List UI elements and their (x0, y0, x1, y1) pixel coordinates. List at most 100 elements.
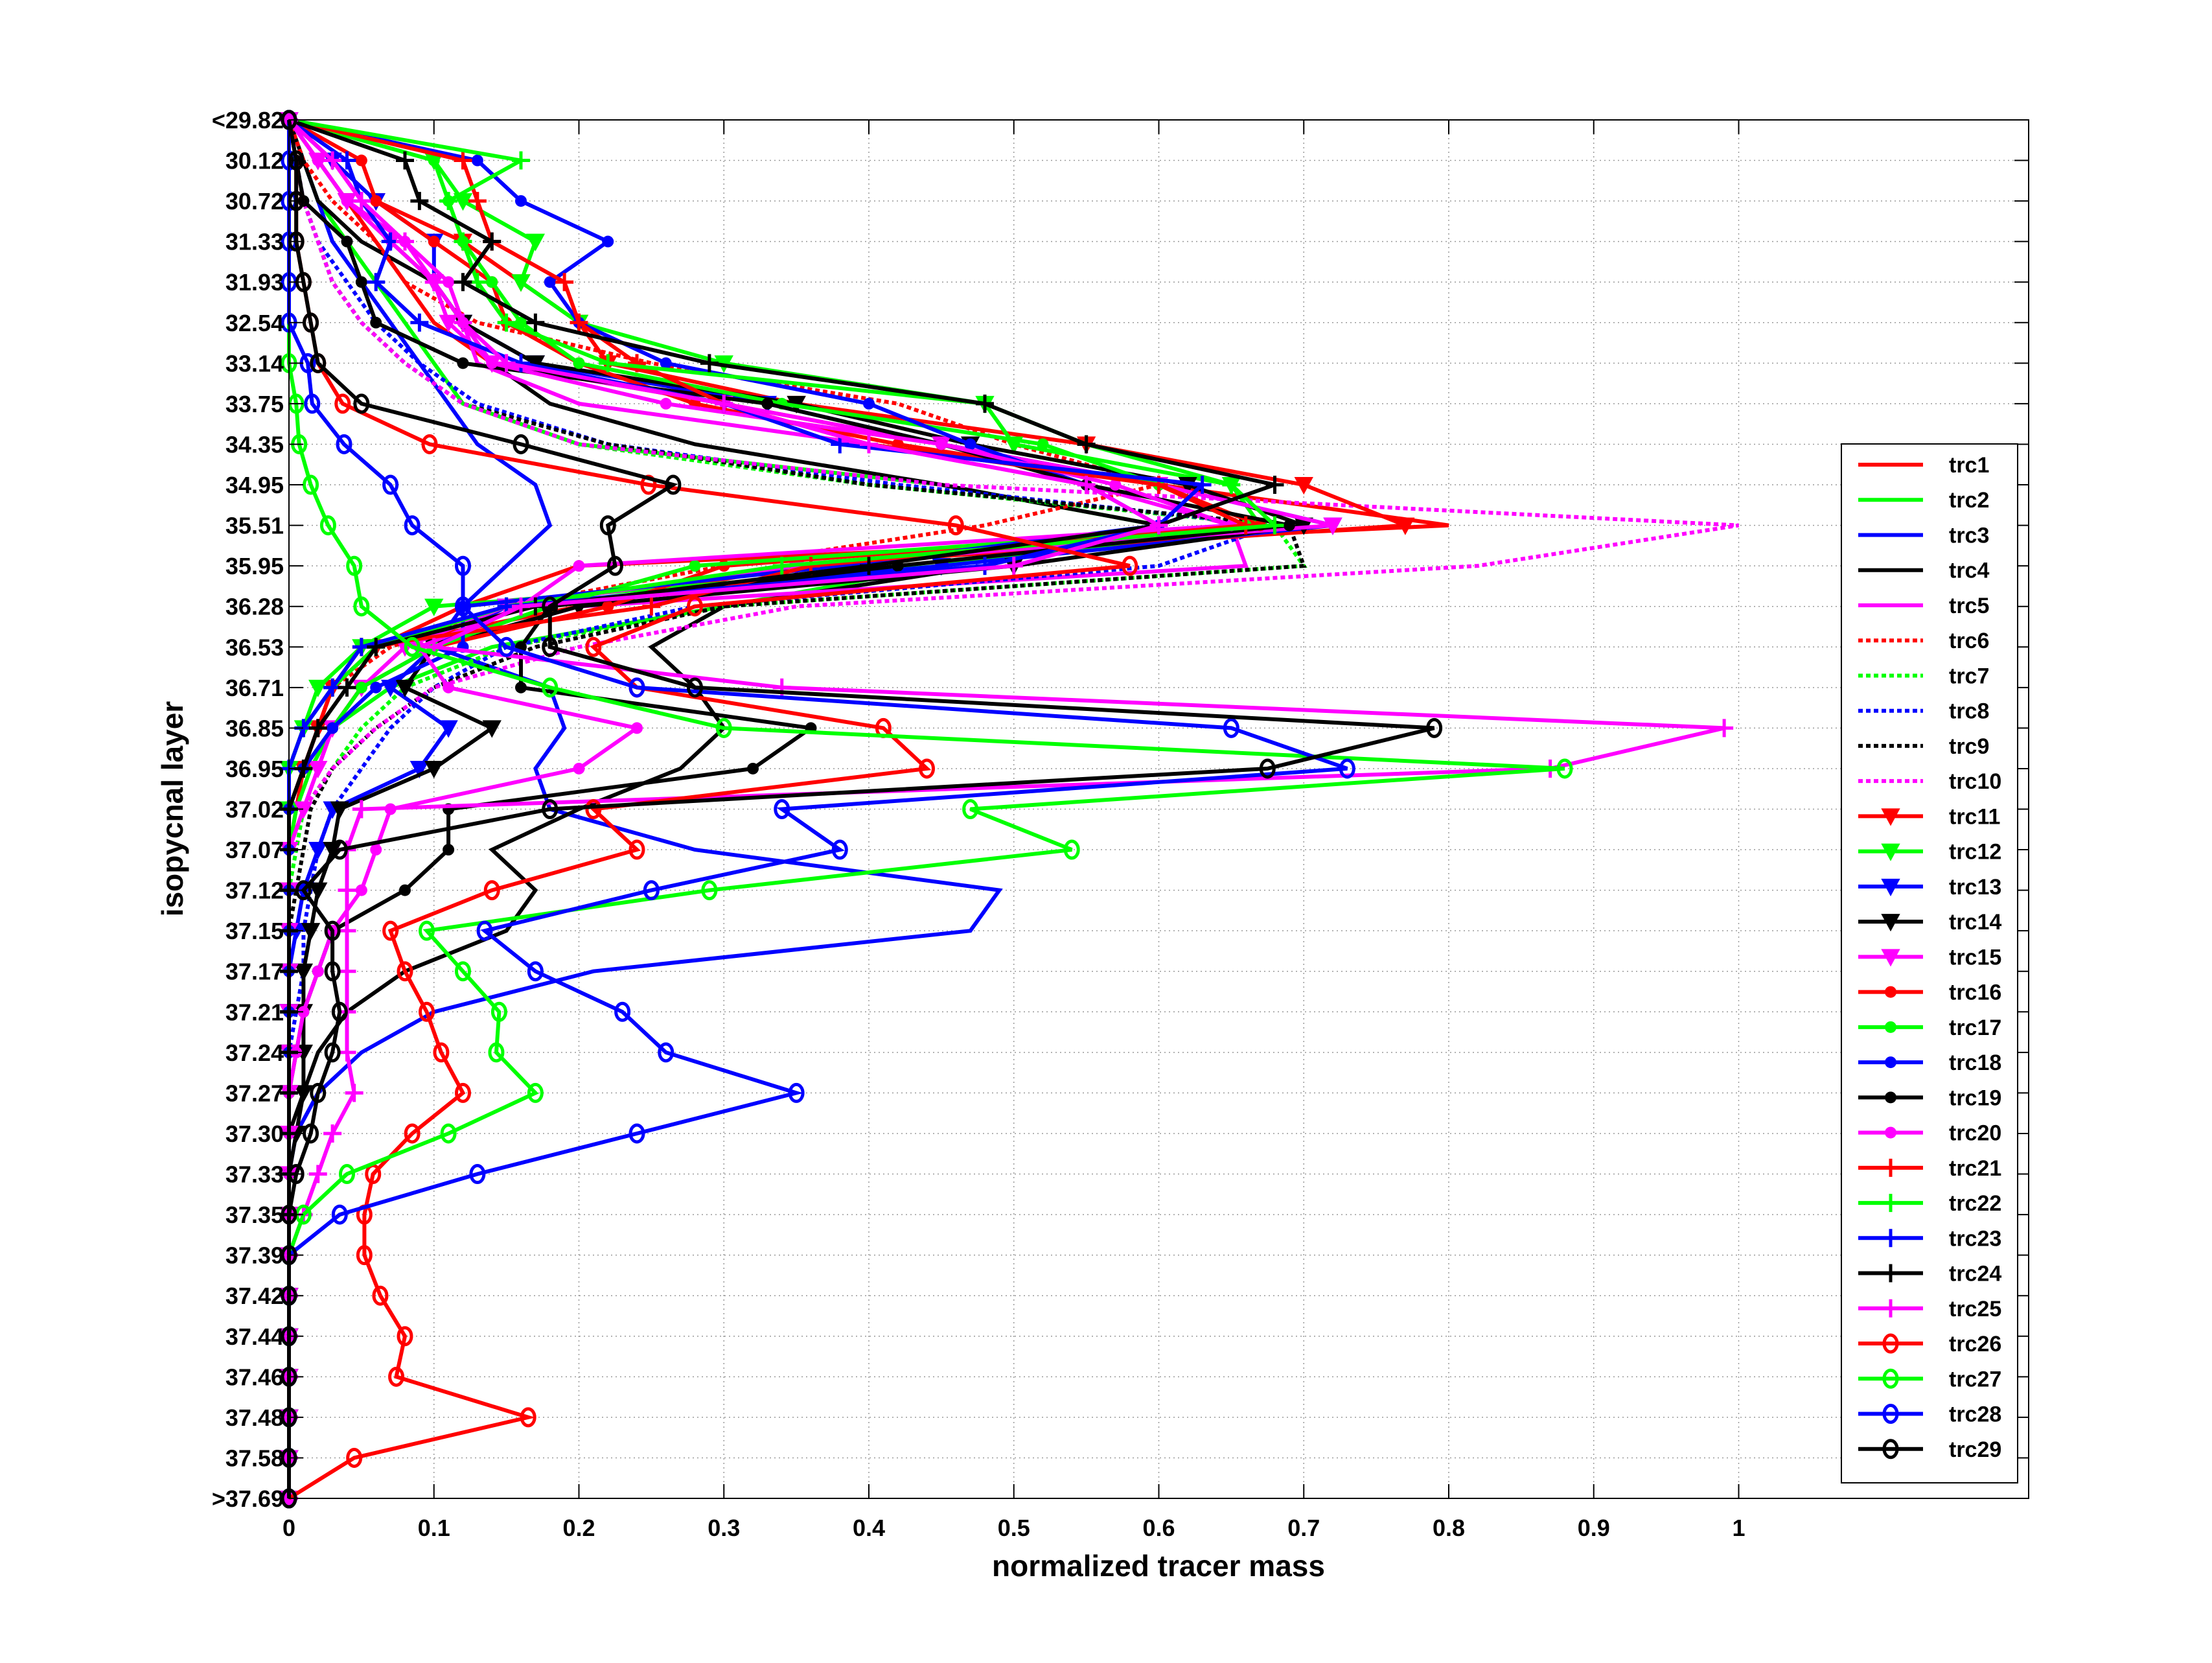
legend-entry: trc9 (1858, 734, 1989, 759)
data-point-trc28 (1223, 717, 1239, 738)
data-point-trc26 (356, 1245, 373, 1266)
legend: trc1 trc2 trc3 trc4 trc5 trc6 trc7 trc8 trc9 trc1… (1841, 443, 2018, 1483)
data-point-trc29 (606, 555, 623, 576)
data-point-trc25 (1077, 476, 1096, 494)
data-point-trc11 (1294, 477, 1313, 495)
data-point-trc26 (455, 1082, 471, 1103)
data-point-trc26 (419, 1001, 435, 1022)
data-point-trc28 (331, 1204, 348, 1225)
data-point-trc19 (443, 844, 455, 856)
data-point-trc22 (497, 313, 516, 332)
legend-marker-trc20 (1885, 1126, 1896, 1139)
data-point-trc29 (542, 799, 559, 819)
data-point-trc20 (312, 154, 324, 167)
legend-entry: trc10 (1858, 769, 2001, 794)
data-point-trc25 (860, 435, 878, 454)
data-point-trc27 (490, 1001, 507, 1022)
data-point-trc18 (602, 235, 614, 248)
data-point-trc24 (1077, 435, 1096, 454)
legend-entry: trc8 (1858, 699, 1989, 724)
data-point-trc29 (331, 839, 348, 860)
data-point-trc28 (455, 596, 471, 617)
data-point-trc29 (353, 393, 370, 414)
data-point-trc26 (404, 1123, 421, 1144)
legend-label: trc2 (1949, 488, 1989, 513)
data-point-trc29 (542, 636, 559, 657)
y-axis-label: isopycnal layer (156, 701, 189, 916)
data-point-trc18 (863, 397, 875, 410)
data-point-trc28 (304, 393, 321, 414)
legend-label: trc22 (1949, 1191, 2001, 1216)
y-tick-label: 37.21 (225, 999, 284, 1025)
y-tick-label: 33.14 (225, 350, 284, 377)
data-point-trc27 (715, 717, 732, 738)
data-point-trc26 (382, 920, 399, 941)
data-point-trc13 (439, 720, 458, 738)
legend-label: trc5 (1949, 594, 1989, 618)
x-tick-label: 1 (1732, 1515, 1745, 1541)
legend-entry: trc28 (1858, 1402, 2001, 1427)
data-point-trc29 (331, 1001, 348, 1022)
legend-marker-trc12 (1881, 843, 1900, 861)
y-tick-label: 32.54 (225, 310, 284, 336)
legend-marker-trc28 (1882, 1404, 1899, 1425)
legend-entry: trc5 (1858, 594, 1989, 618)
data-point-trc27 (1556, 758, 1573, 779)
data-point-trc29 (303, 312, 319, 333)
data-point-trc25 (352, 192, 371, 211)
data-point-trc21 (628, 354, 646, 373)
legend-marker-trc27 (1882, 1368, 1899, 1389)
data-point-trc27 (1063, 839, 1080, 860)
data-point-trc22 (512, 151, 530, 170)
x-tick-label: 0.6 (1142, 1515, 1175, 1541)
data-point-trc25 (338, 881, 356, 900)
data-point-trc28 (628, 677, 645, 698)
data-point-trc17 (355, 681, 367, 693)
legend-label: trc11 (1949, 804, 2000, 829)
data-point-trc22 (599, 354, 617, 373)
y-tick-label: 36.53 (225, 634, 284, 660)
data-point-trc16 (370, 195, 382, 207)
data-point-trc19 (399, 884, 411, 896)
data-point-trc27 (962, 799, 979, 819)
legend-entry: trc29 (1858, 1437, 2001, 1462)
x-tick-label: 0.1 (418, 1515, 450, 1541)
legend-label: trc8 (1949, 699, 1989, 724)
legend-label: trc20 (1949, 1121, 2001, 1146)
data-point-trc21 (454, 151, 472, 170)
data-point-trc25 (345, 1084, 363, 1102)
data-point-trc25 (338, 962, 356, 981)
y-tick-label: 34.35 (225, 431, 284, 458)
data-point-trc22 (454, 232, 472, 251)
y-tick-label: <29.82 (212, 107, 284, 134)
data-point-trc26 (346, 1447, 363, 1468)
legend-entry: trc20 (1858, 1121, 2001, 1146)
data-point-trc28 (774, 799, 790, 819)
data-point-trc14 (301, 923, 321, 941)
data-point-trc29 (303, 1123, 319, 1144)
legend-entry: trc7 (1858, 664, 1989, 688)
data-point-trc29 (310, 1082, 327, 1103)
data-point-trc15 (308, 760, 328, 779)
legend-marker-trc26 (1882, 1333, 1899, 1354)
data-point-trc25 (512, 597, 530, 616)
y-tick-label: 36.28 (225, 594, 284, 620)
data-point-trc28 (614, 1001, 631, 1022)
data-point-trc14 (482, 720, 501, 738)
data-point-trc26 (433, 1042, 450, 1063)
data-point-trc25 (308, 1165, 327, 1183)
data-point-trc28 (404, 515, 421, 536)
data-point-trc20 (573, 560, 585, 572)
x-tick-label: 0.8 (1433, 1515, 1465, 1541)
data-point-trc15 (439, 314, 458, 332)
legend-entry: trc25 (1858, 1297, 2001, 1321)
legend-entry: trc3 (1858, 523, 1989, 548)
data-point-trc27 (346, 555, 363, 576)
data-point-trc24 (308, 719, 327, 738)
data-point-trc15 (1323, 517, 1342, 535)
legend-label: trc6 (1949, 629, 1989, 653)
data-point-trc20 (660, 397, 672, 410)
data-point-trc27 (339, 1164, 355, 1185)
data-point-trc25 (497, 354, 516, 373)
